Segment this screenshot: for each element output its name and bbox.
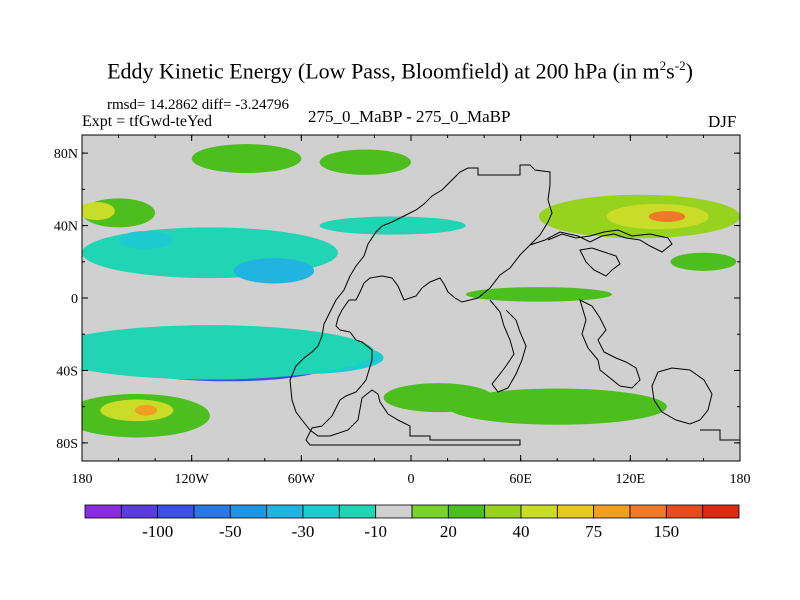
colorbar-swatch bbox=[411, 504, 449, 519]
colorbar-swatch bbox=[84, 504, 122, 519]
coastline-east-asia bbox=[579, 247, 621, 277]
region-south-indian-green bbox=[447, 388, 667, 425]
region-northern-cyan-strip bbox=[319, 216, 466, 235]
coastlines bbox=[289, 164, 740, 446]
colorbar-label: -50 bbox=[219, 522, 242, 541]
y-tick-label: 80S bbox=[56, 437, 78, 452]
region-arctic-green-2 bbox=[319, 149, 411, 175]
colorbar-swatch bbox=[593, 504, 631, 519]
colorbar-swatch bbox=[229, 504, 268, 519]
expt-label: Expt = tfGwd-teYed bbox=[82, 113, 213, 130]
colorbar-swatch bbox=[375, 504, 413, 519]
y-tick-label: 0 bbox=[71, 292, 78, 307]
colorbar-swatch bbox=[665, 504, 704, 519]
x-tick-label: 60W bbox=[288, 472, 316, 487]
region-tropical-green bbox=[465, 287, 613, 302]
colorbar-label: 20 bbox=[440, 522, 457, 541]
region-north-atlantic-yellow bbox=[82, 202, 115, 221]
region-southern-ocean-orange bbox=[135, 404, 157, 416]
colorbar-label: 75 bbox=[585, 522, 602, 541]
title-exponent-2: -2 bbox=[674, 58, 686, 73]
region-southern-band-outer bbox=[82, 325, 375, 380]
x-tick-label: 120E bbox=[616, 472, 646, 487]
colorbar-swatch bbox=[157, 504, 195, 519]
experiment-comparison-label: 275_0_MaBP - 275_0_MaBP bbox=[308, 107, 511, 126]
coastline-islands bbox=[579, 299, 641, 389]
coastline-antarctica bbox=[700, 429, 740, 441]
colorbar-swatch bbox=[702, 504, 740, 519]
y-tick-label: 40N bbox=[54, 220, 78, 235]
coastline-americas bbox=[289, 164, 553, 446]
colorbar-swatch bbox=[338, 504, 377, 519]
colorbar-label: -30 bbox=[292, 522, 315, 541]
colorbar-label: 40 bbox=[513, 522, 530, 541]
x-tick-label: 60E bbox=[509, 472, 532, 487]
y-tick-label: 40S bbox=[56, 364, 78, 379]
x-axis: 180 120W 60W 0 60E 120E 180 bbox=[72, 135, 751, 487]
colorbar-swatch bbox=[447, 504, 486, 519]
y-tick-label: 80N bbox=[54, 147, 78, 162]
coastline-eurasia bbox=[529, 229, 673, 253]
x-tick-label: 180 bbox=[72, 472, 93, 487]
title-end: ) bbox=[685, 58, 693, 84]
colorbar-swatch bbox=[266, 504, 304, 519]
colorbar-label: -100 bbox=[142, 522, 173, 541]
x-tick-label: 120W bbox=[175, 472, 210, 487]
region-arctic-green-1 bbox=[191, 144, 302, 174]
region-eastern-pacific-green bbox=[670, 252, 737, 271]
contour-regions bbox=[82, 144, 740, 438]
colorbar-swatch bbox=[193, 504, 231, 519]
rmsd-label: rmsd= 14.2862 diff= -3.24796 bbox=[107, 97, 290, 113]
title-main: Eddy Kinetic Energy (Low Pass, Bloomfiel… bbox=[107, 58, 660, 84]
x-tick-label: 0 bbox=[408, 472, 415, 487]
chart-title: Eddy Kinetic Energy (Low Pass, Bloomfiel… bbox=[0, 58, 800, 84]
title-exponent-1: 2 bbox=[659, 58, 667, 73]
colorbar-swatch bbox=[520, 504, 558, 519]
colorbar-swatch bbox=[120, 504, 159, 519]
x-tick-label: 180 bbox=[730, 472, 751, 487]
y-axis: 80N 40N 0 40S 80S bbox=[54, 147, 740, 452]
colorbar-label: 150 bbox=[654, 522, 680, 541]
colorbar-swatch bbox=[629, 504, 667, 519]
colorbar-swatch bbox=[484, 504, 522, 519]
region-north-pacific-core bbox=[233, 258, 315, 284]
colorbar-label: -10 bbox=[364, 522, 387, 541]
region-south-atlantic-green bbox=[383, 383, 494, 413]
colorbar-swatch bbox=[556, 504, 595, 519]
season-label: DJF bbox=[708, 112, 737, 131]
region-west-pacific-max-core bbox=[648, 211, 686, 222]
colorbar-swatch bbox=[302, 504, 340, 519]
region-north-pacific-spot bbox=[118, 230, 174, 250]
coastline-australia bbox=[651, 367, 713, 425]
title-mid: s bbox=[666, 58, 675, 84]
coastline-africa bbox=[489, 299, 527, 393]
colorbar: -100 -50 -30 -10 20 40 75 150 bbox=[84, 504, 740, 541]
